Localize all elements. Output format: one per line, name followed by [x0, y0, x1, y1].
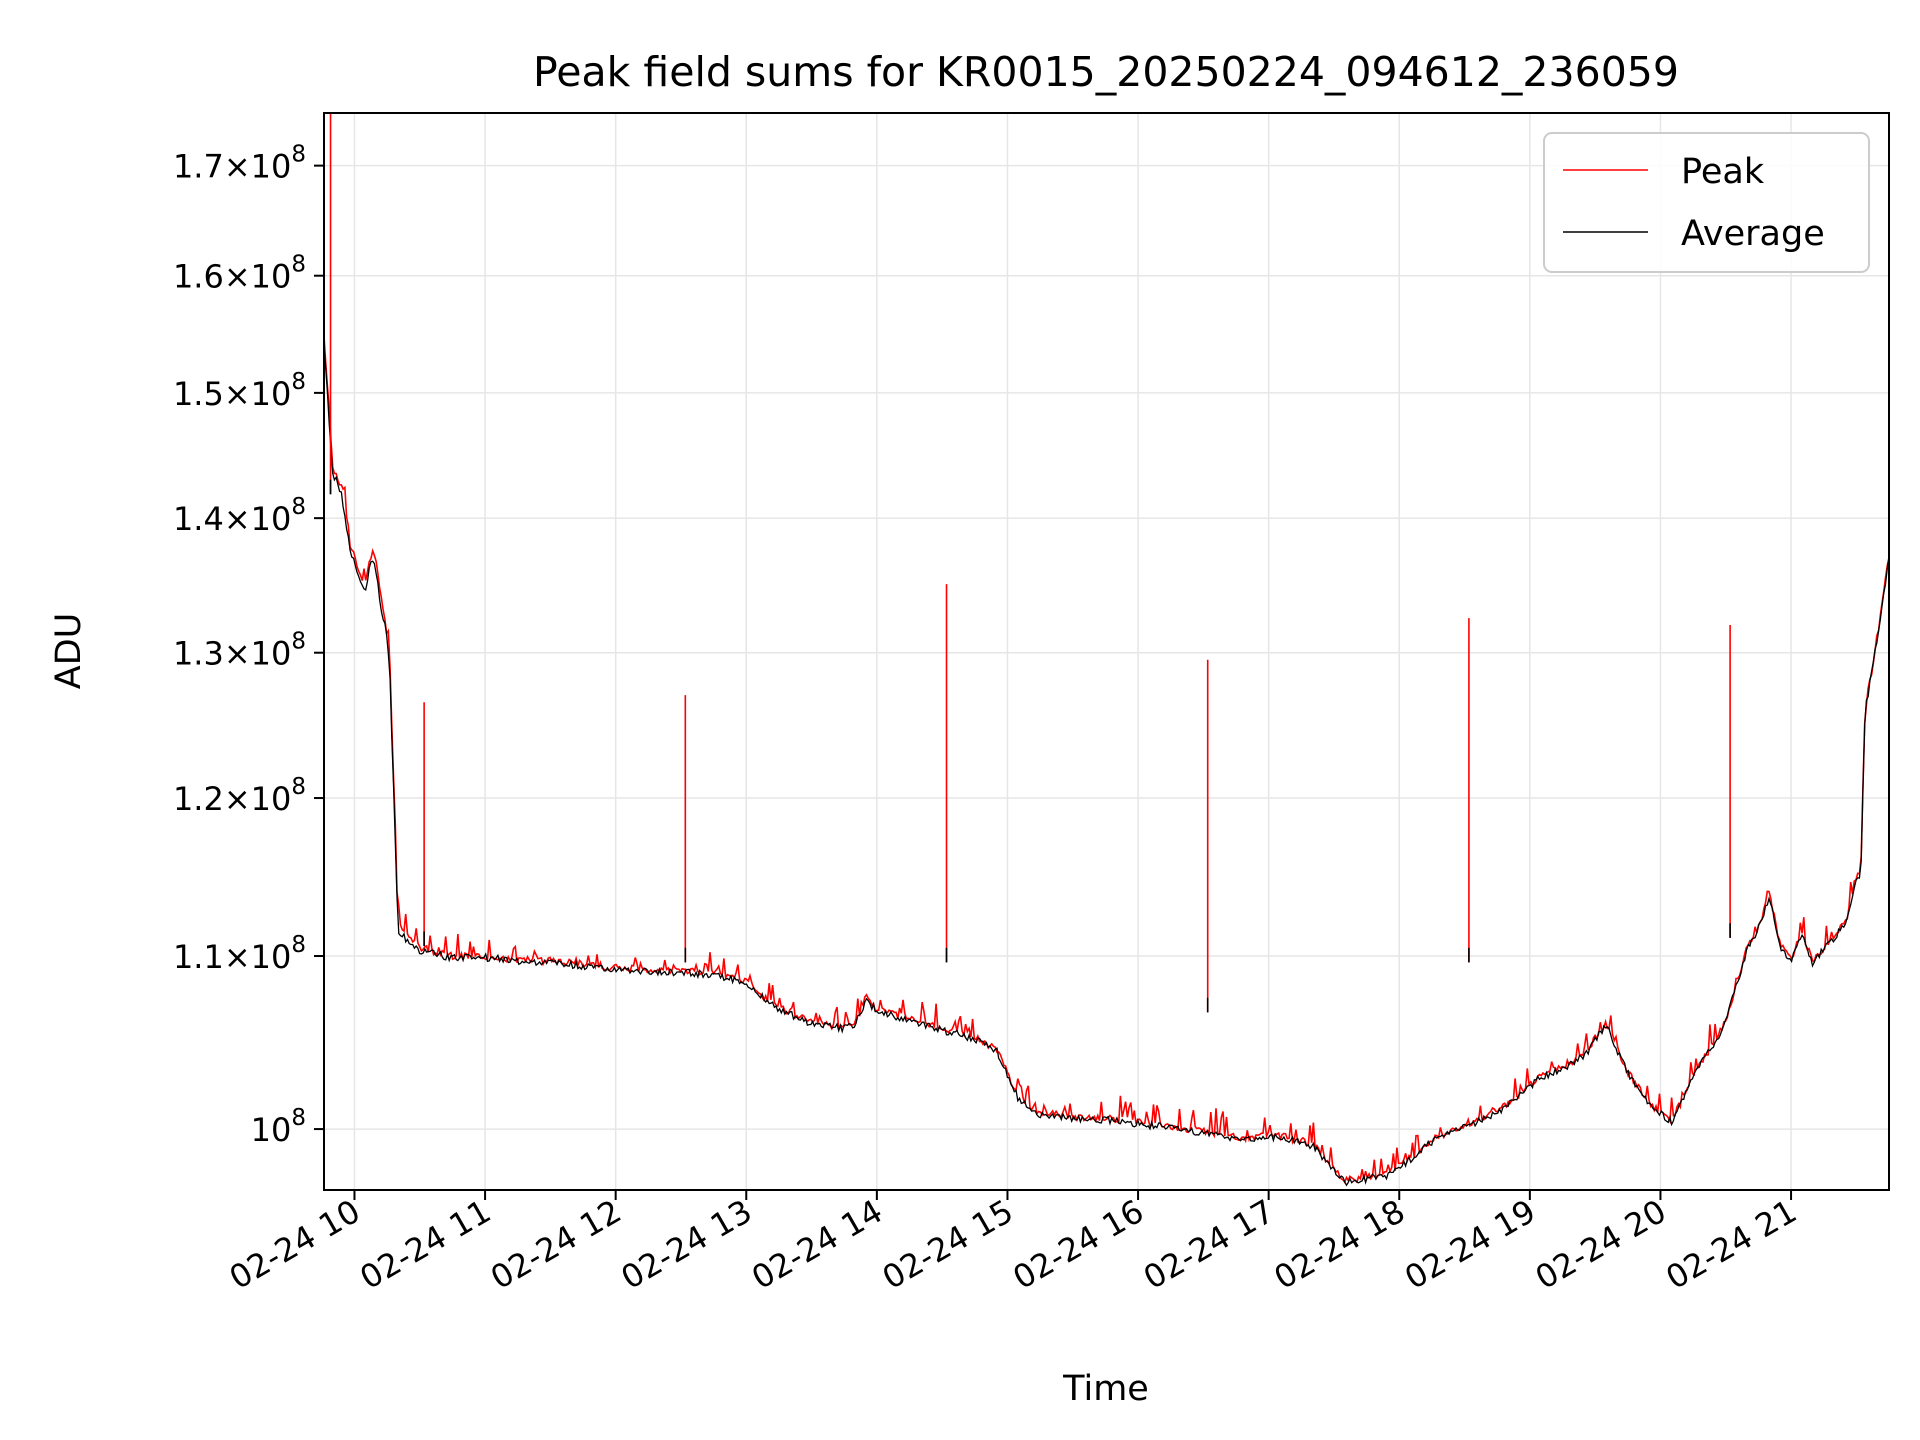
plot-series: [323, 113, 1890, 1187]
series-line-peak: [323, 335, 1890, 1185]
series-line-average: [323, 344, 1890, 1187]
y-tick-label: 1.5×108: [173, 369, 306, 413]
chart-title: Peak field sums for KR0015_20250224_0946…: [533, 48, 1679, 96]
y-tick-label: 1.6×108: [173, 252, 306, 296]
legend-label-peak: Peak: [1681, 152, 1765, 192]
y-axis-label: ADU: [49, 613, 89, 690]
legend-label-average: Average: [1681, 214, 1825, 254]
y-tick-label: 1.4×108: [173, 494, 306, 538]
y-tick-label: 108: [251, 1105, 306, 1149]
legend-box: [1543, 132, 1870, 273]
x-axis-label: Time: [1062, 1369, 1149, 1409]
y-tick-label: 1.1×108: [173, 932, 306, 976]
plot-frame: [323, 112, 1890, 1191]
y-axis: 108 1.1×108 1.2×108 1.3×108 1.4×108 1.5×108 1.…: [173, 142, 324, 1149]
legend: Peak Average: [1543, 132, 1870, 273]
y-tick-label: 1.7×108: [173, 142, 306, 186]
y-tick-label: 1.2×108: [173, 774, 306, 818]
y-tick-label: 1.3×108: [173, 629, 306, 673]
